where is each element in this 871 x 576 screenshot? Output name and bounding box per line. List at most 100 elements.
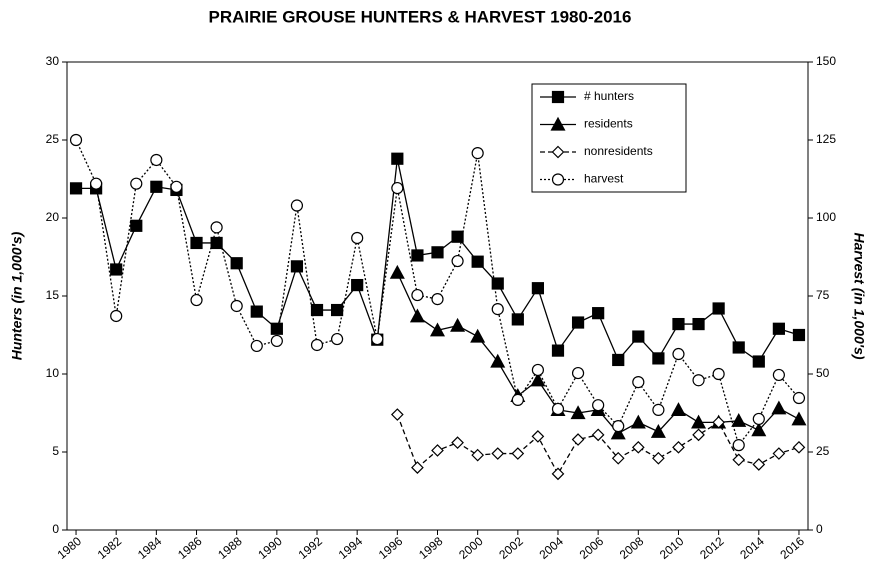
marker: [571, 316, 585, 329]
marker: [612, 420, 625, 433]
marker: [752, 355, 765, 368]
marker: [230, 257, 243, 270]
marker: [610, 425, 626, 440]
marker: [772, 368, 785, 382]
marker: [250, 339, 263, 353]
marker: [390, 408, 404, 421]
marker: [471, 147, 484, 160]
marker: [491, 447, 505, 460]
marker: [672, 317, 685, 331]
marker: [471, 255, 484, 268]
marker: [752, 412, 765, 426]
x-tick-label: 1998: [416, 534, 446, 562]
marker: [531, 282, 545, 295]
marker: [270, 334, 283, 348]
marker: [772, 447, 786, 460]
x-tick-label: 1992: [296, 534, 326, 562]
x-tick-label: 1990: [255, 534, 285, 562]
marker: [351, 231, 364, 245]
marker: [691, 414, 707, 429]
marker: [250, 305, 263, 318]
legend-label: harvest: [584, 172, 624, 186]
marker: [190, 236, 203, 250]
x-tick-label: 2014: [737, 534, 767, 562]
marker: [732, 453, 746, 467]
marker: [712, 367, 725, 381]
marker: [290, 199, 304, 212]
marker: [130, 219, 143, 232]
marker: [631, 440, 645, 454]
marker: [389, 264, 405, 279]
x-tick-label: 2002: [496, 534, 526, 562]
marker: [592, 399, 605, 412]
marker: [210, 236, 223, 250]
marker: [571, 366, 585, 380]
marker: [772, 322, 785, 335]
marker: [391, 181, 404, 195]
x-tick-label: 2004: [537, 534, 567, 562]
y2-tick-label: 50: [816, 366, 830, 380]
marker: [652, 352, 665, 365]
marker: [511, 447, 525, 460]
marker: [692, 428, 705, 442]
marker: [431, 246, 444, 259]
marker: [470, 328, 486, 343]
marker: [310, 338, 324, 352]
marker: [652, 403, 665, 416]
marker: [570, 405, 586, 420]
marker: [732, 341, 745, 354]
x-tick-label: 1996: [376, 534, 406, 562]
marker: [330, 303, 344, 317]
x-tick-label: 2006: [577, 534, 607, 562]
marker: [351, 278, 364, 292]
marker: [611, 451, 625, 465]
marker: [210, 221, 223, 234]
marker: [431, 444, 444, 457]
marker: [551, 344, 565, 357]
marker: [69, 182, 83, 195]
marker: [409, 308, 425, 323]
x-tick-label: 2000: [456, 534, 486, 562]
y-tick-label: 15: [46, 288, 60, 302]
legend-marker: [551, 145, 565, 159]
marker: [230, 299, 243, 313]
x-tick-label: 2010: [657, 534, 687, 562]
marker: [411, 249, 424, 262]
marker: [551, 467, 565, 481]
marker: [471, 448, 485, 462]
y-tick-label: 0: [52, 522, 59, 536]
legend-marker: [551, 90, 565, 104]
marker: [632, 330, 645, 343]
marker: [652, 451, 665, 465]
marker: [450, 317, 466, 332]
marker: [451, 436, 464, 449]
y2-tick-label: 125: [816, 132, 836, 146]
marker: [411, 461, 424, 474]
marker: [371, 332, 384, 346]
marker: [732, 439, 745, 452]
marker: [391, 152, 404, 165]
marker: [591, 428, 605, 442]
x-tick-label: 1984: [135, 534, 165, 562]
marker: [330, 332, 344, 346]
legend-marker: [550, 116, 566, 131]
marker: [90, 177, 103, 190]
y2-tick-label: 0: [816, 522, 823, 536]
marker: [792, 440, 806, 454]
x-tick-label: 1980: [55, 534, 85, 562]
marker: [712, 416, 725, 429]
marker: [130, 177, 143, 190]
y-tick-label: 30: [46, 54, 60, 68]
x-tick-label: 2012: [697, 534, 727, 562]
marker: [792, 328, 806, 342]
y2-tick-label: 150: [816, 54, 836, 68]
marker: [650, 423, 666, 438]
y2-tick-label: 100: [816, 210, 836, 224]
marker: [751, 422, 767, 437]
marker: [531, 363, 545, 377]
legend-marker: [551, 173, 565, 186]
chart-title: PRAIRIE GROUSE HUNTERS & HARVEST 1980-20…: [209, 7, 632, 26]
marker: [630, 414, 646, 429]
y-tick-label: 10: [46, 366, 60, 380]
